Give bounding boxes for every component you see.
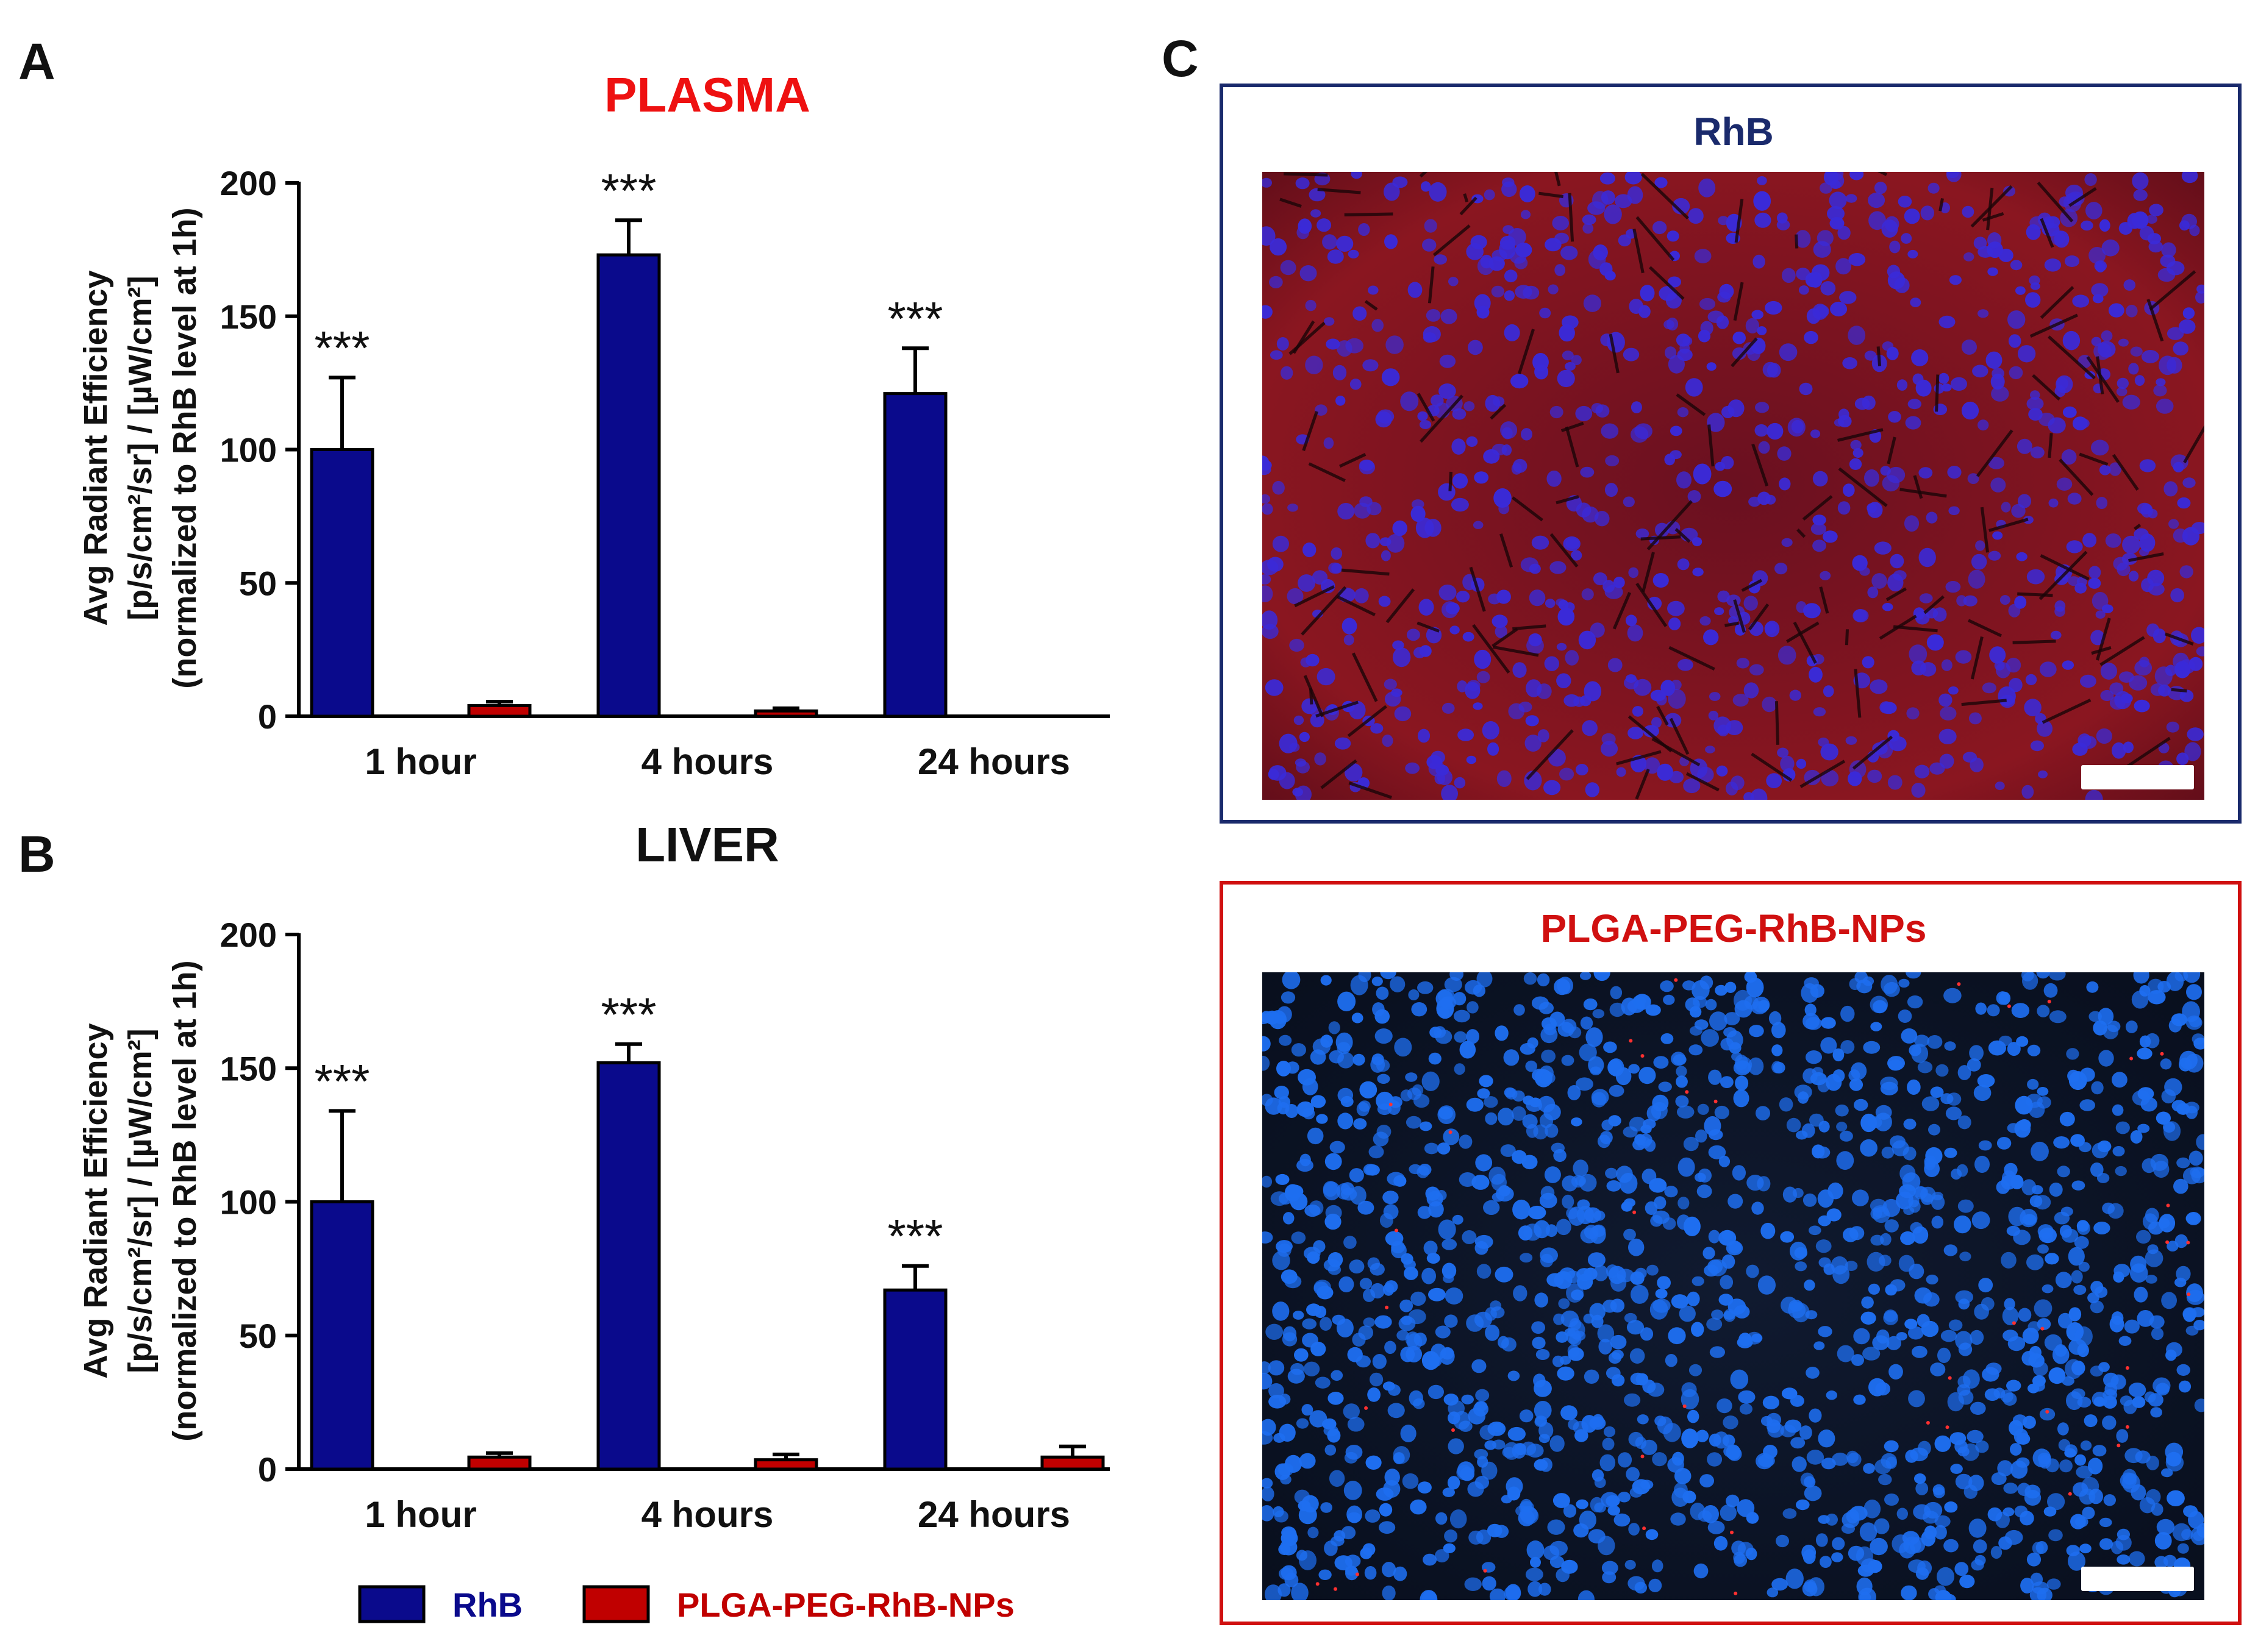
- legend-swatch-rhb: [358, 1585, 426, 1623]
- plasma-chart: PLASMA Avg Radiant Efficiency [p/s/cm²/s…: [77, 68, 1110, 782]
- bar-rhb: [310, 448, 374, 718]
- bar-rhb: [596, 253, 661, 718]
- significance-annotation: ***: [601, 163, 656, 217]
- significance-annotation: ***: [887, 291, 943, 345]
- bar-rhb: [310, 1200, 374, 1471]
- bar-nps: [1040, 1455, 1105, 1471]
- x-category-label: 24 hours: [918, 741, 1070, 782]
- y-tick-label: 50: [239, 1317, 277, 1355]
- y-tick-label: 150: [220, 1049, 277, 1088]
- legend-label-rhb: RhB: [452, 1586, 523, 1624]
- bar-rhb: [883, 1288, 948, 1471]
- y-label-line-1: Avg Radiant Efficiency: [77, 1023, 114, 1378]
- rhb-image-frame: [1220, 84, 2242, 824]
- bar-nps: [467, 704, 532, 718]
- x-category-label: 1 hour: [365, 741, 476, 782]
- y-tick-label: 100: [220, 1183, 277, 1222]
- rhb-image-title: RhB: [1693, 110, 1774, 154]
- y-tick-label: 200: [220, 916, 277, 954]
- legend-swatch-nps: [582, 1585, 650, 1623]
- significance-annotation: ***: [887, 1209, 943, 1263]
- nps-image-frame: [1220, 881, 2242, 1625]
- y-label-line-1: Avg Radiant Efficiency: [77, 270, 114, 625]
- y-tick-label: 100: [220, 431, 277, 469]
- panel-label-a: A: [18, 33, 55, 90]
- x-category-label: 24 hours: [918, 1494, 1070, 1535]
- nps-image-panel: PLGA-PEG-RhB-NPs: [1220, 881, 2242, 1625]
- bar-rhb: [596, 1061, 661, 1471]
- y-tick-label: 200: [220, 164, 277, 202]
- liver-chart-title: LIVER: [635, 817, 779, 872]
- rhb-tissue-image: [1262, 172, 2204, 800]
- nps-tissue-nuclei: [1262, 972, 2204, 1600]
- y-label-line-2: [p/s/cm²/sr] / [µW/cm²]: [122, 1028, 159, 1373]
- liver-chart: LIVER Avg Radiant Efficiency [p/s/cm²/sr…: [77, 817, 1110, 1535]
- legend-label-nps: PLGA-PEG-RhB-NPs: [677, 1586, 1015, 1624]
- y-label-line-3: (normalized to RhB level at 1h): [166, 960, 203, 1441]
- scale-bar: [2081, 1567, 2194, 1591]
- plasma-chart-title: PLASMA: [604, 68, 810, 122]
- legend: RhB PLGA-PEG-RhB-NPs: [358, 1585, 1015, 1624]
- panel-label-c: C: [1162, 30, 1199, 87]
- y-label-line-3: (normalized to RhB level at 1h): [166, 207, 203, 688]
- plasma-plot-area: 0 50 100 150 200 1 hour 4 hours 24 hours *** *** *…: [220, 163, 1110, 782]
- y-label-line-2: [p/s/cm²/sr] / [µW/cm²]: [122, 276, 159, 620]
- scale-bar: [2081, 765, 2194, 789]
- rhb-image-panel: RhB: [1220, 84, 2242, 824]
- liver-y-axis-label: Avg Radiant Efficiency [p/s/cm²/sr] / [µ…: [77, 960, 203, 1441]
- bar-nps: [754, 1458, 818, 1471]
- bar-rhb: [883, 392, 948, 718]
- plasma-y-axis-label: Avg Radiant Efficiency [p/s/cm²/sr] / [µ…: [77, 207, 203, 688]
- significance-annotation: ***: [314, 321, 370, 374]
- y-tick-label: 150: [220, 297, 277, 336]
- significance-annotation: ***: [314, 1054, 370, 1108]
- y-tick-label: 0: [258, 697, 277, 736]
- x-category-label: 1 hour: [365, 1494, 476, 1535]
- significance-annotation: ***: [601, 988, 656, 1041]
- liver-plot-area: 0 50 100 150 200 1 hour 4 hours 24 hours *** *** *…: [220, 916, 1110, 1535]
- rhb-tissue-nuclei: [1262, 172, 2204, 800]
- x-category-label: 4 hours: [641, 1494, 774, 1535]
- bar-nps: [754, 709, 818, 718]
- y-tick-label: 50: [239, 564, 277, 602]
- nps-image-title: PLGA-PEG-RhB-NPs: [1541, 906, 1927, 950]
- panel-label-b: B: [18, 825, 55, 883]
- bar-nps: [467, 1455, 532, 1471]
- y-tick-label: 0: [258, 1450, 277, 1489]
- x-category-label: 4 hours: [641, 741, 774, 782]
